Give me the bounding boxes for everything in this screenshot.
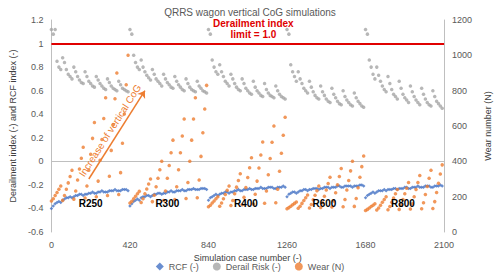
svg-text:1.2: 1.2 bbox=[31, 15, 44, 25]
svg-text:R250: R250 bbox=[79, 198, 103, 209]
svg-text:Wear (N): Wear (N) bbox=[308, 262, 344, 272]
svg-text:R800: R800 bbox=[391, 198, 415, 209]
svg-text:R400: R400 bbox=[234, 198, 258, 209]
svg-text:Derailment index (-) and RCF i: Derailment index (-) and RCF index (-) bbox=[8, 49, 18, 202]
svg-text:R600: R600 bbox=[312, 198, 336, 209]
svg-text:QRRS wagon vertical CoG simula: QRRS wagon vertical CoG simulations bbox=[164, 7, 336, 18]
svg-text:Derailment index: Derailment index bbox=[213, 18, 294, 29]
svg-text:840: 840 bbox=[201, 240, 216, 250]
svg-text:-0.2: -0.2 bbox=[28, 180, 44, 190]
svg-text:-0.6: -0.6 bbox=[28, 227, 44, 237]
svg-text:Derail Risk (-): Derail Risk (-) bbox=[226, 262, 281, 272]
svg-text:0: 0 bbox=[38, 156, 43, 166]
svg-text:limit = 1.0: limit = 1.0 bbox=[230, 29, 276, 40]
svg-text:RCF (-): RCF (-) bbox=[169, 262, 199, 272]
svg-text:Increase of vertical CoG: Increase of vertical CoG bbox=[77, 82, 144, 179]
svg-text:1200: 1200 bbox=[452, 15, 472, 25]
svg-text:200: 200 bbox=[452, 192, 467, 202]
svg-text:0: 0 bbox=[452, 227, 457, 237]
svg-text:2100: 2100 bbox=[434, 240, 454, 250]
svg-text:Simulation case number (-): Simulation case number (-) bbox=[193, 253, 302, 264]
svg-text:Wear number (N): Wear number (N) bbox=[483, 91, 493, 160]
svg-text:0.8: 0.8 bbox=[31, 62, 44, 72]
svg-text:800: 800 bbox=[452, 86, 467, 96]
svg-text:0.4: 0.4 bbox=[31, 109, 44, 119]
svg-text:1000: 1000 bbox=[452, 50, 472, 60]
svg-text:0.6: 0.6 bbox=[31, 86, 44, 96]
svg-text:1680: 1680 bbox=[356, 240, 376, 250]
svg-text:420: 420 bbox=[122, 240, 137, 250]
svg-text:1260: 1260 bbox=[277, 240, 297, 250]
svg-text:0: 0 bbox=[49, 240, 54, 250]
svg-text:1: 1 bbox=[38, 39, 43, 49]
svg-text:600: 600 bbox=[452, 121, 467, 131]
svg-text:400: 400 bbox=[452, 156, 467, 166]
svg-text:0.2: 0.2 bbox=[31, 133, 44, 143]
svg-text:-0.4: -0.4 bbox=[28, 203, 44, 213]
svg-text:R300: R300 bbox=[155, 198, 179, 209]
